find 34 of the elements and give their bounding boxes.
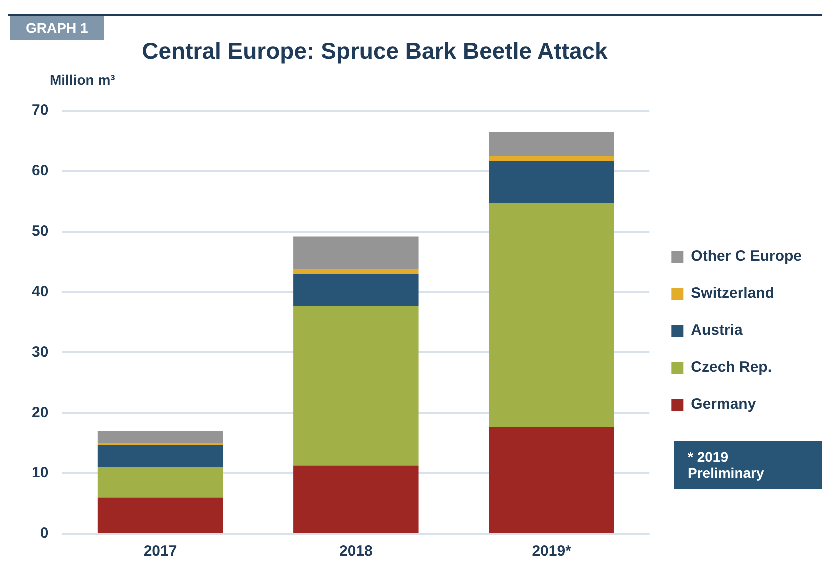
y-tick-label: 40 <box>32 283 49 300</box>
bar <box>98 498 224 533</box>
bar <box>98 445 224 468</box>
legend-label: Germany <box>691 396 757 414</box>
y-axis-title: Million m³ <box>50 72 116 88</box>
caption: GRAPH 1 <box>10 16 104 40</box>
y-tick-label: 0 <box>40 525 49 542</box>
y-tick-label: 60 <box>32 162 49 180</box>
y-tick-label: 50 <box>32 223 49 240</box>
y-tick-label: 20 <box>32 404 49 422</box>
x-tick-label: 2017 <box>144 543 178 560</box>
legend-label: Czech Rep. <box>691 359 772 376</box>
bar <box>294 274 419 306</box>
bar <box>489 161 614 204</box>
bar <box>489 203 614 428</box>
y-tick-label: 10 <box>32 464 49 482</box>
legend-label: Austria <box>691 322 744 340</box>
bar <box>98 468 224 498</box>
x-tick-label: 2018 <box>339 543 373 560</box>
chart-title: Central Europe: Spruce Bark Beetle Attack <box>141 38 609 65</box>
bar <box>294 306 419 466</box>
x-tick-label: 2019* <box>532 543 572 560</box>
legend-label: Other C Europe <box>691 248 802 266</box>
bar <box>489 132 614 156</box>
y-tick-label: 30 <box>32 344 49 361</box>
legend-label: Switzerland <box>691 285 775 302</box>
bar <box>98 431 224 444</box>
bar <box>489 427 614 533</box>
text: * 2019 Preliminary <box>674 441 822 489</box>
bar <box>294 466 419 533</box>
bar <box>489 156 614 162</box>
y-tick-label: 70 <box>32 102 49 120</box>
bar <box>294 236 419 270</box>
bar <box>294 269 419 274</box>
